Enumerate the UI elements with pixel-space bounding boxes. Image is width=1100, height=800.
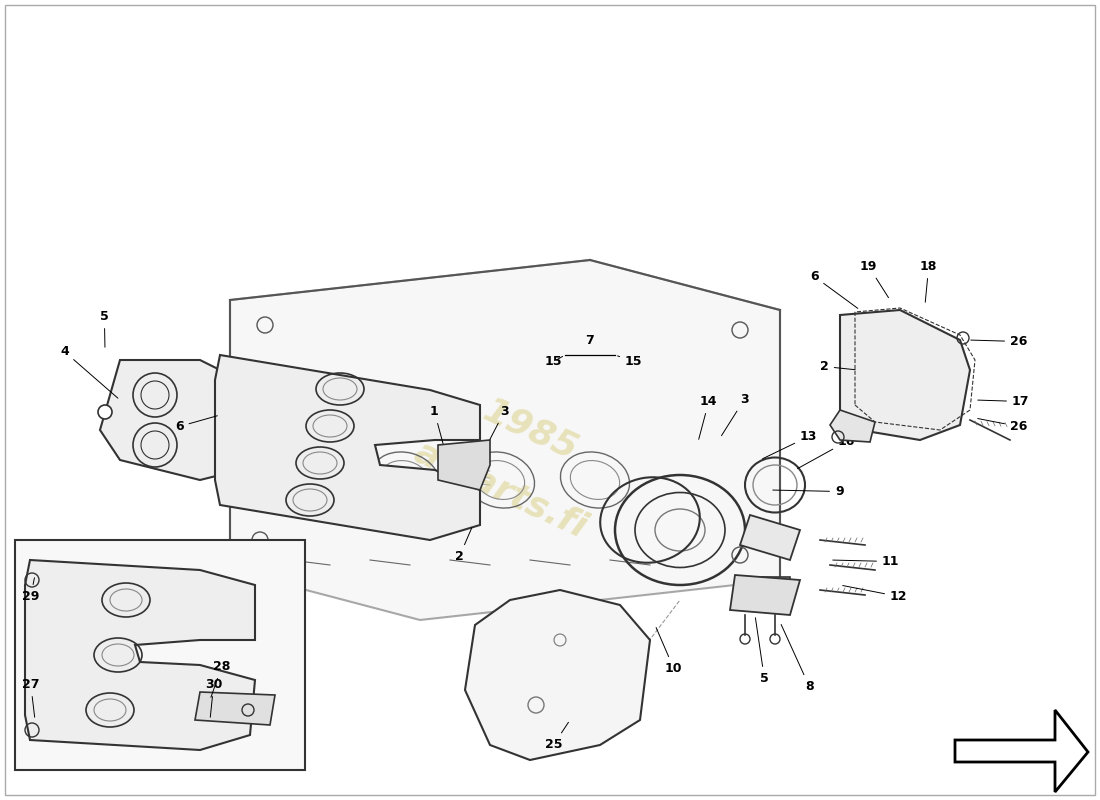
Text: 27: 27 [22, 678, 40, 718]
Text: 5: 5 [756, 618, 769, 685]
Polygon shape [830, 410, 874, 442]
Text: 19: 19 [860, 260, 889, 298]
Text: 30: 30 [205, 678, 222, 718]
Polygon shape [25, 560, 255, 750]
Polygon shape [438, 440, 490, 490]
Polygon shape [740, 515, 800, 560]
Text: 28: 28 [211, 660, 230, 698]
Text: 26: 26 [971, 335, 1027, 348]
Text: 29: 29 [22, 578, 40, 603]
Text: 15: 15 [617, 355, 642, 368]
Polygon shape [230, 260, 780, 620]
Text: 21: 21 [95, 550, 133, 580]
Text: 4: 4 [60, 345, 118, 398]
Text: 15: 15 [544, 355, 562, 368]
FancyBboxPatch shape [15, 540, 305, 770]
Text: 2: 2 [455, 527, 472, 563]
Text: 12: 12 [843, 586, 908, 603]
Polygon shape [100, 360, 240, 480]
Text: 3: 3 [722, 393, 749, 436]
Polygon shape [195, 692, 275, 725]
Bar [735, 577, 790, 605]
Text: 1985: 1985 [477, 394, 583, 466]
Polygon shape [465, 590, 650, 760]
Text: 6: 6 [810, 270, 858, 308]
Text: 5: 5 [100, 310, 109, 347]
Bar [82, 604, 112, 622]
Text: 2: 2 [820, 360, 855, 373]
Text: 14: 14 [698, 395, 717, 439]
Text: 6: 6 [175, 416, 218, 433]
Text: 1: 1 [430, 405, 448, 459]
Text: 7: 7 [585, 334, 594, 346]
Text: 16: 16 [798, 435, 856, 469]
Text: 9: 9 [773, 485, 844, 498]
Text: a parts.fi: a parts.fi [408, 435, 592, 545]
Circle shape [82, 589, 114, 621]
Text: 3: 3 [488, 405, 508, 442]
Circle shape [98, 405, 112, 419]
Text: 10: 10 [656, 627, 682, 675]
Text: 20: 20 [52, 555, 98, 583]
Text: 18: 18 [920, 260, 937, 302]
Polygon shape [214, 355, 480, 540]
Polygon shape [840, 310, 970, 440]
Polygon shape [955, 710, 1088, 792]
Polygon shape [730, 575, 800, 615]
Text: 26: 26 [978, 418, 1027, 433]
Text: 25: 25 [544, 722, 569, 751]
Text: 23: 23 [190, 585, 208, 628]
Text: 22: 22 [55, 612, 96, 653]
Text: 8: 8 [781, 625, 814, 693]
Text: 17: 17 [978, 395, 1030, 408]
Text: 24: 24 [236, 585, 265, 631]
Text: 11: 11 [833, 555, 900, 568]
Text: 13: 13 [762, 430, 817, 458]
